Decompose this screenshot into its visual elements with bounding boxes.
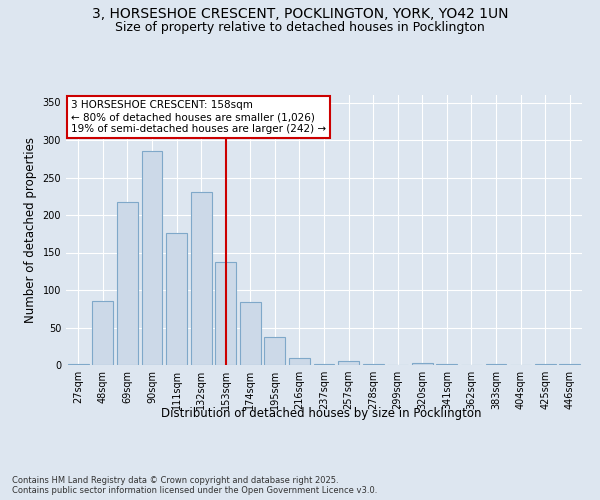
Bar <box>92 301 113 365</box>
Bar <box>559 364 580 365</box>
Bar <box>535 364 556 365</box>
Text: Distribution of detached houses by size in Pocklington: Distribution of detached houses by size … <box>161 408 481 420</box>
Bar <box>117 202 138 365</box>
Bar <box>68 364 89 365</box>
Text: Contains HM Land Registry data © Crown copyright and database right 2025.
Contai: Contains HM Land Registry data © Crown c… <box>12 476 377 495</box>
Bar <box>142 151 163 365</box>
Bar <box>362 364 383 365</box>
Text: 3 HORSESHOE CRESCENT: 158sqm
← 80% of detached houses are smaller (1,026)
19% of: 3 HORSESHOE CRESCENT: 158sqm ← 80% of de… <box>71 100 326 134</box>
Text: 3, HORSESHOE CRESCENT, POCKLINGTON, YORK, YO42 1UN: 3, HORSESHOE CRESCENT, POCKLINGTON, YORK… <box>92 8 508 22</box>
Bar <box>436 364 457 365</box>
Bar <box>289 358 310 365</box>
Text: Size of property relative to detached houses in Pocklington: Size of property relative to detached ho… <box>115 21 485 34</box>
Bar <box>412 363 433 365</box>
Bar <box>485 364 506 365</box>
Bar <box>215 262 236 365</box>
Bar <box>191 192 212 365</box>
Bar <box>314 364 334 365</box>
Bar <box>265 336 286 365</box>
Y-axis label: Number of detached properties: Number of detached properties <box>24 137 37 323</box>
Bar <box>166 233 187 365</box>
Bar <box>338 360 359 365</box>
Bar <box>240 302 261 365</box>
